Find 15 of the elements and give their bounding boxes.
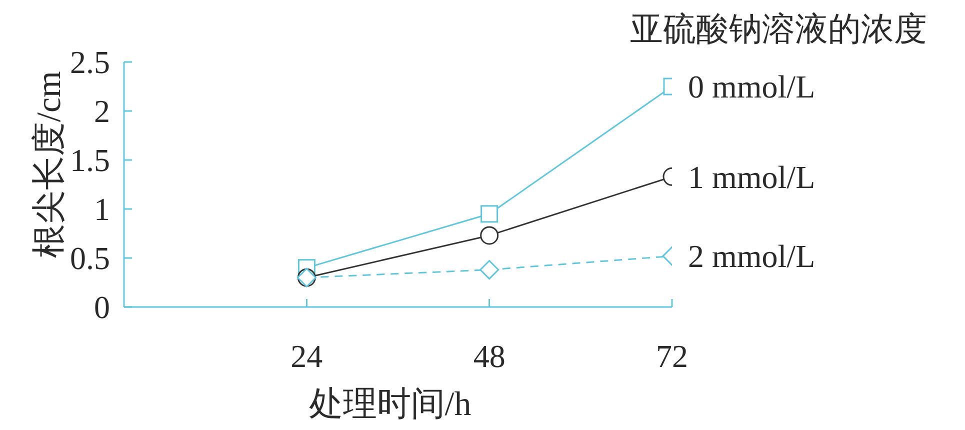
series-label: 1 mmol/L	[688, 158, 816, 195]
y-tick-label: 2.5	[70, 44, 110, 80]
x-tick-label: 72	[656, 338, 688, 374]
y-tick-label: 2	[94, 93, 110, 130]
y-tick-label: 1	[94, 191, 110, 228]
y-tick-label: 1.5	[70, 142, 110, 178]
series-label: 0 mmol/L	[688, 68, 816, 105]
x-tick-label: 48	[473, 338, 506, 374]
y-tick-label: 0	[94, 289, 110, 326]
x-axis-title: 处理时间/h	[308, 386, 472, 423]
y-axis-title: 根尖长度/cm	[30, 71, 68, 258]
series-label: 2 mmol/L	[688, 238, 816, 274]
x-tick-label: 24	[290, 338, 323, 374]
y-tick-label: 0.5	[70, 240, 110, 276]
legend-title: 亚硫酸钠溶液的浓度	[630, 11, 927, 50]
